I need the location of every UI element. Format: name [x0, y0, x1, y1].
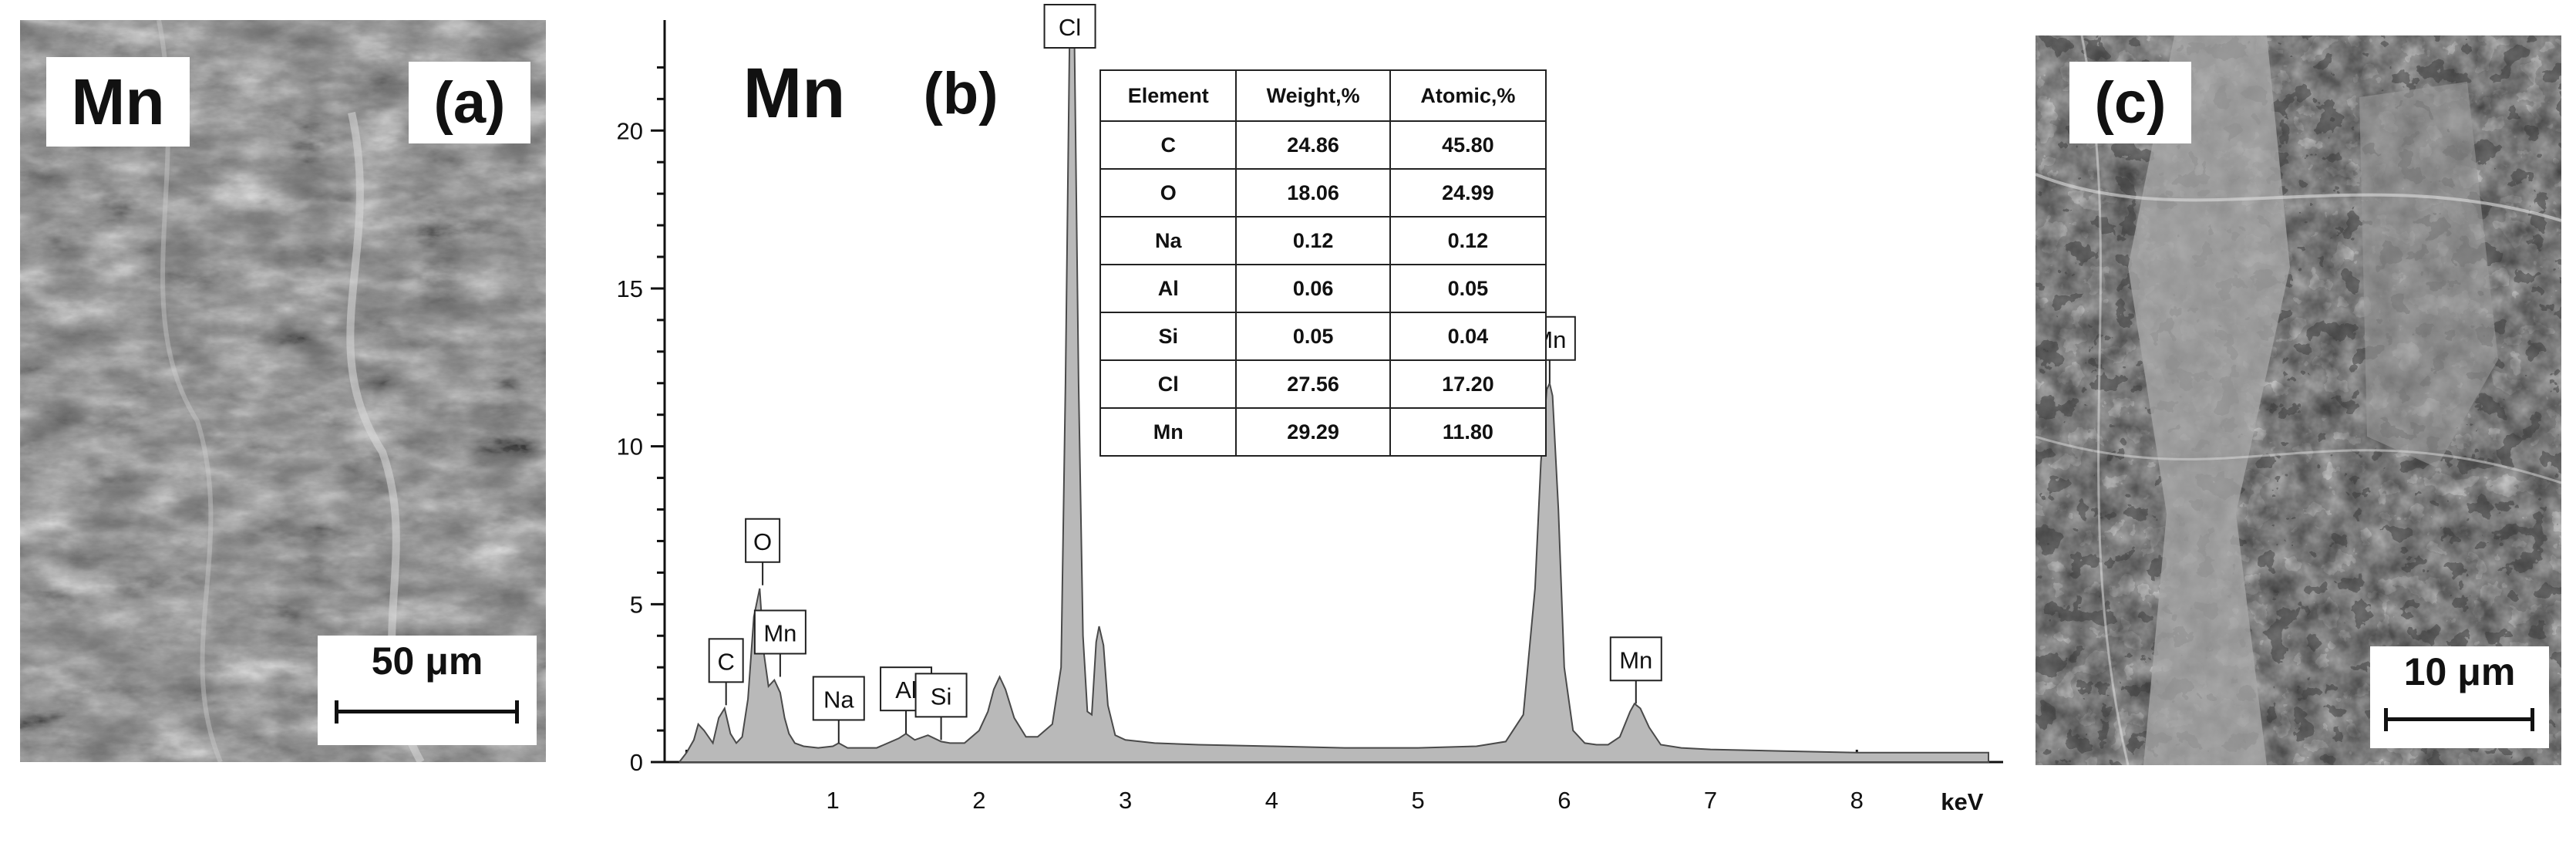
element-label-a: Mn	[46, 57, 190, 147]
peak-label: Cl	[1043, 4, 1096, 49]
table-cell: O	[1099, 168, 1237, 218]
peak-label-box	[753, 609, 806, 655]
micrograph-panel-a: Mn (a) 50 μm	[20, 20, 546, 762]
panel-label-b: (b)	[923, 60, 998, 126]
x-tick-label: 3	[1119, 787, 1132, 814]
table-row: Na 0.12 0.12	[1099, 216, 1547, 265]
scale-bar-c-line	[2386, 717, 2534, 721]
x-tick-label: 7	[1704, 787, 1717, 814]
y-tick-label: 10	[617, 433, 643, 460]
peak-label-box	[745, 518, 781, 563]
x-tick-label: 5	[1411, 787, 1424, 814]
table-cell: Cl	[1099, 359, 1237, 409]
micrograph-panel-c: (c) 10 μm	[2036, 35, 2561, 765]
table-row: O 18.06 24.99	[1099, 168, 1547, 218]
peak-label-box	[914, 673, 968, 718]
micrograph-c-image	[2036, 35, 2561, 765]
table-row: Si 0.05 0.04	[1099, 312, 1547, 361]
peak-label-text: Mn	[763, 619, 796, 646]
peak-label-text: Al	[895, 676, 917, 703]
table-cell: 0.05	[1235, 312, 1391, 361]
table-cell: Si	[1099, 312, 1237, 361]
peak-label: Si	[914, 673, 968, 740]
composition-table: Element Weight,% Atomic,% C 24.86 45.80 …	[1099, 69, 1547, 457]
spectrum-layer	[679, 19, 1989, 763]
peak-label: Mn	[1609, 636, 1662, 704]
y-tick-label: 5	[630, 591, 643, 618]
table-cell: 27.56	[1235, 359, 1391, 409]
scale-bar-a-cap-right	[515, 700, 519, 724]
table-cell: 29.29	[1235, 407, 1391, 457]
scale-bar-c: 10 μm	[2370, 646, 2549, 748]
peak-label-text: Mn	[1619, 646, 1652, 673]
table-header-cell: Atomic,%	[1389, 69, 1547, 122]
panel-label-a: (a)	[409, 62, 530, 143]
scale-bar-a-label: 50 μm	[371, 639, 483, 683]
scale-bar-c-label: 10 μm	[2403, 650, 2516, 693]
x-axis-label: keV	[1941, 788, 1983, 815]
table-header-cell: Element	[1099, 69, 1237, 122]
table-cell: Al	[1099, 264, 1237, 313]
table-cell: 24.99	[1389, 168, 1547, 218]
table-cell: Mn	[1099, 407, 1237, 457]
peak-label: C	[708, 638, 744, 706]
peak-label-text: C	[717, 648, 734, 675]
table-cell: Na	[1099, 216, 1237, 265]
x-tick-label: 8	[1850, 787, 1864, 814]
peak-label: Na	[812, 676, 865, 744]
table-header-cell: Weight,%	[1235, 69, 1391, 122]
peak-label-text: Si	[931, 683, 952, 710]
peak-label: O	[745, 518, 781, 585]
panel-label-c: (c)	[2069, 62, 2191, 143]
peak-label-text: O	[753, 528, 772, 555]
y-tick-label: 0	[630, 749, 643, 776]
spectrum-area	[679, 19, 1989, 763]
scale-bar-c-cap-left	[2384, 708, 2388, 731]
table-cell: 45.80	[1389, 120, 1547, 170]
y-tick-label: 15	[617, 275, 643, 302]
scale-bar-a: 50 μm	[318, 636, 537, 745]
x-tick-label: 2	[972, 787, 985, 814]
element-label-b: Mn	[742, 53, 846, 133]
scale-bar-a-cap-left	[335, 700, 338, 724]
table-cell: 0.12	[1389, 216, 1547, 265]
table-cell: 24.86	[1235, 120, 1391, 170]
scale-bar-a-line	[336, 710, 518, 713]
table-row: C 24.86 45.80	[1099, 120, 1547, 170]
scale-bar-c-cap-right	[2531, 708, 2534, 731]
x-tick-label: 1	[827, 787, 840, 814]
y-tick-label: 20	[617, 117, 643, 144]
peak-label-text: Na	[823, 686, 854, 713]
table-cell: 0.12	[1235, 216, 1391, 265]
table-cell: 0.06	[1235, 264, 1391, 313]
table-cell: C	[1099, 120, 1237, 170]
table-row: Al 0.06 0.05	[1099, 264, 1547, 313]
peak-label-box	[1043, 4, 1096, 49]
table-cell: 0.04	[1389, 312, 1547, 361]
table-row: Cl 27.56 17.20	[1099, 359, 1547, 409]
table-cell: 0.05	[1389, 264, 1547, 313]
peak-label: Mn	[753, 609, 806, 677]
x-tick-label: 4	[1265, 787, 1278, 814]
table-cell: 17.20	[1389, 359, 1547, 409]
table-row: Mn 29.29 11.80	[1099, 407, 1547, 457]
table-cell: 18.06	[1235, 168, 1391, 218]
table-header-row: Element Weight,% Atomic,%	[1099, 69, 1547, 122]
peak-label-box	[812, 676, 865, 721]
peak-label-box	[1609, 636, 1662, 682]
table-cell: 11.80	[1389, 407, 1547, 457]
peak-label-box	[708, 638, 744, 683]
peak-label-text: Cl	[1059, 14, 1081, 41]
x-tick-label: 6	[1557, 787, 1571, 814]
